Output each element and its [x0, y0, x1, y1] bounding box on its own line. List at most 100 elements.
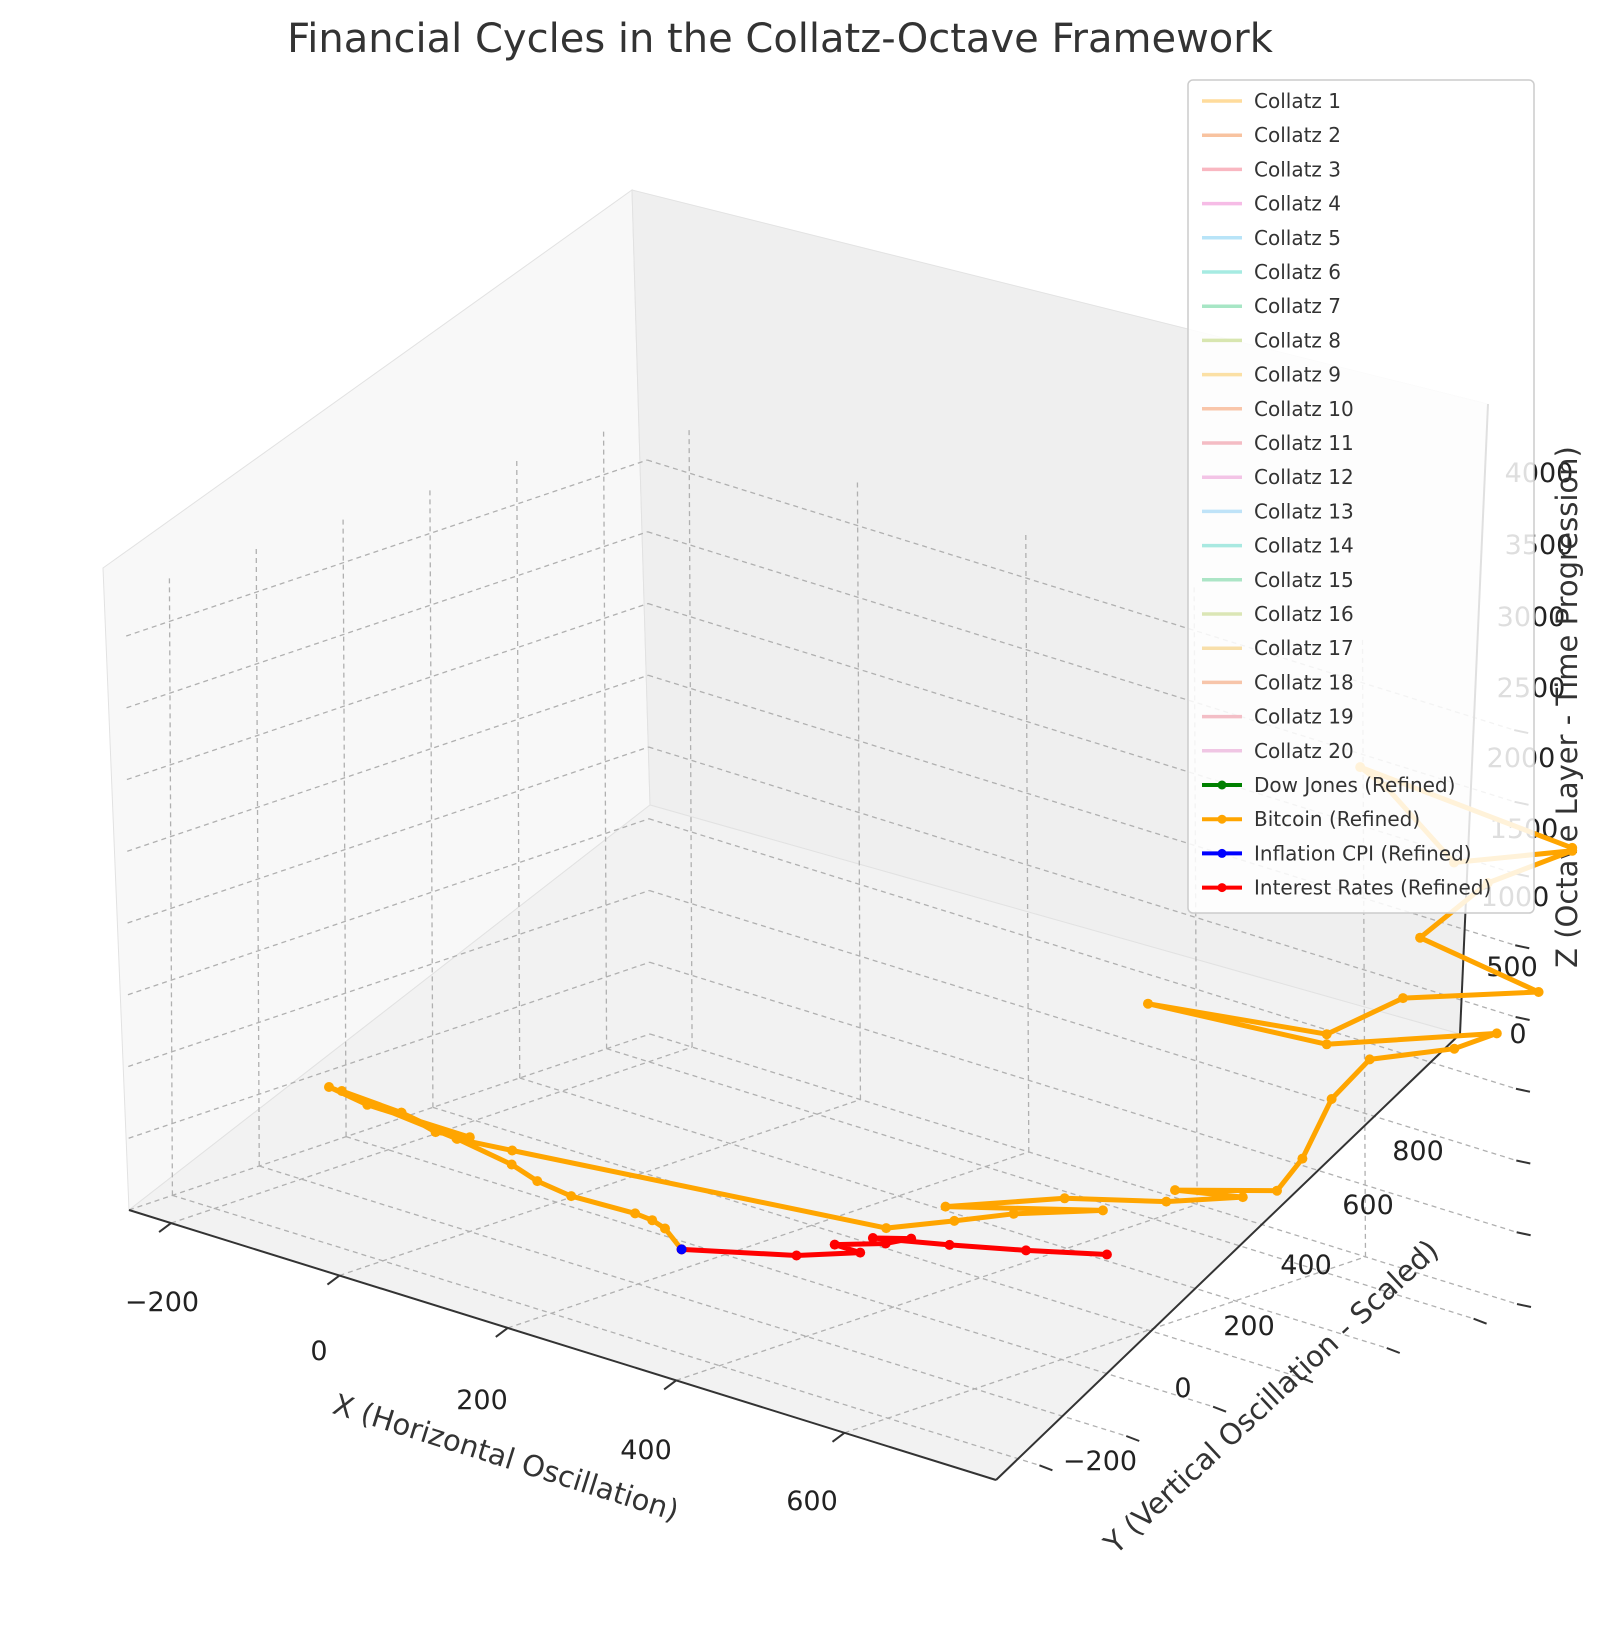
y-tick-label: 600 — [1342, 1190, 1394, 1221]
series-point-bitcoin-refined — [452, 1133, 463, 1144]
series-point-interest-rates-refined — [855, 1247, 866, 1258]
grid-line-y-floor — [345, 1136, 1214, 1408]
legend-entry: Collatz 14 — [1202, 534, 1354, 558]
legend-label: Dow Jones (Refined) — [1254, 773, 1455, 797]
y-tick-mark — [1299, 1376, 1314, 1384]
legend-entry: Dow Jones (Refined) — [1202, 773, 1455, 797]
series-point-interest-rates-refined — [1021, 1245, 1031, 1256]
x-axis-line — [128, 1209, 997, 1481]
x-tick-mark — [158, 1222, 172, 1233]
legend-entry: Collatz 11 — [1202, 431, 1354, 455]
legend-label: Collatz 19 — [1254, 705, 1354, 729]
legend-label: Collatz 11 — [1254, 431, 1354, 455]
series-point-bitcoin-refined — [324, 1082, 334, 1092]
grid-line-y-floor — [259, 1165, 1127, 1437]
legend-label: Interest Rates (Refined) — [1254, 876, 1491, 900]
grid-line-y-floor — [519, 1077, 1387, 1349]
grid-line-y-left — [255, 548, 260, 1167]
grid-line-x-back — [688, 430, 693, 1048]
grid-line-z-left — [127, 746, 649, 924]
series-point-bitcoin-refined — [1161, 1196, 1172, 1207]
y-tick-label: 0 — [1174, 1373, 1191, 1404]
series-point-bitcoin-refined — [1321, 1039, 1332, 1050]
legend-entry: Collatz 1 — [1202, 89, 1341, 113]
y-tick-label: 800 — [1392, 1136, 1444, 1167]
grid-line-x-floor — [170, 1046, 693, 1224]
series-point-interest-rates-refined — [944, 1239, 955, 1250]
grid-line-y-floor — [172, 1194, 1040, 1466]
grid-line-z-back — [649, 1033, 1518, 1305]
y-axis-line — [995, 1033, 1461, 1481]
z-tick-mark — [1515, 944, 1530, 950]
grid-line-x-floor — [675, 1203, 1198, 1382]
series-point-bitcoin-refined — [566, 1191, 577, 1202]
legend-label: Collatz 14 — [1254, 534, 1354, 558]
y-tick-label: 400 — [1280, 1250, 1332, 1281]
z-tick-mark — [1515, 1016, 1530, 1022]
y-tick-mark — [1473, 1317, 1487, 1325]
legend-label: Collatz 20 — [1254, 739, 1354, 763]
legend-entry: Collatz 17 — [1202, 636, 1354, 660]
series-point-interest-rates-refined — [791, 1250, 802, 1261]
grid-line-y-floor — [606, 1048, 1474, 1320]
series-point-interest-rates-refined — [880, 1238, 891, 1249]
chart-title: Financial Cycles in the Collatz-Octave F… — [287, 16, 1274, 62]
x-tick-label: 400 — [620, 1435, 672, 1466]
legend-entry: Collatz 16 — [1202, 602, 1354, 626]
grid-line-x-floor — [844, 1256, 1366, 1434]
y-tick-mark — [1125, 1435, 1140, 1442]
y-tick-labels: −200 0 200 400 600 800 — [1063, 1136, 1444, 1477]
grid-line-z-back — [649, 961, 1517, 1233]
series-point-interest-rates-refined — [867, 1233, 878, 1243]
grid-line-x-floor — [507, 1151, 1029, 1329]
legend-label: Collatz 15 — [1254, 568, 1354, 592]
series-point-bitcoin-refined — [1170, 1185, 1180, 1196]
grid-line-z-left — [126, 531, 648, 709]
x-tick-label: 600 — [786, 1486, 838, 1517]
y-tick-label: 200 — [1223, 1311, 1275, 1342]
z-tick-mark — [1515, 1087, 1531, 1093]
legend-entry: Collatz 3 — [1202, 157, 1341, 181]
legend-label: Collatz 8 — [1254, 328, 1341, 352]
legend-entry: Collatz 9 — [1202, 363, 1341, 387]
series-point-bitcoin-refined — [362, 1099, 373, 1110]
legend-entry: Collatz 19 — [1202, 705, 1354, 729]
series-point-bitcoin-refined — [1449, 1043, 1460, 1054]
x-tick-label: −200 — [125, 1287, 199, 1318]
series-point-bitcoin-refined — [430, 1127, 441, 1138]
grid-line-x-back — [856, 482, 862, 1100]
legend-label: Bitcoin (Refined) — [1254, 807, 1420, 831]
legend-entry: Collatz 20 — [1202, 739, 1354, 763]
series-point-bitcoin-refined — [1398, 993, 1408, 1004]
series-point-bitcoin-refined — [464, 1132, 475, 1143]
series-point-bitcoin-refined — [396, 1107, 407, 1118]
legend: Collatz 1 Collatz 2 Collatz 3 Collatz 4 Coll… — [1187, 79, 1535, 914]
legend-entry: Collatz 10 — [1202, 397, 1354, 421]
legend-frame — [1187, 79, 1535, 914]
series-point-bitcoin-refined — [532, 1176, 543, 1187]
legend-label: Collatz 18 — [1254, 670, 1354, 694]
series-point-bitcoin-refined — [1326, 1094, 1337, 1104]
legend-label: Collatz 5 — [1254, 226, 1341, 250]
legend-label: Collatz 9 — [1254, 363, 1341, 387]
series-layer — [324, 762, 1578, 1261]
series-point-bitcoin-refined — [1533, 987, 1544, 997]
series-point-bitcoin-refined — [1008, 1208, 1019, 1219]
series-point-interest-rates-refined — [829, 1239, 840, 1250]
x-tick-mark — [663, 1379, 677, 1391]
legend-entry: Collatz 7 — [1202, 294, 1341, 318]
series-point-bitcoin-refined — [1491, 1028, 1502, 1039]
legend-entry: Bitcoin (Refined) — [1202, 807, 1420, 831]
series-line-bitcoin-refined — [326, 764, 1575, 1252]
legend-marker — [1217, 848, 1227, 858]
series-point-bitcoin-refined — [1272, 1185, 1282, 1196]
series-point-bitcoin-refined — [1143, 998, 1153, 1009]
legend-label: Collatz 17 — [1254, 636, 1354, 660]
series-point-bitcoin-refined — [1059, 1193, 1070, 1204]
axis-panes — [102, 189, 1489, 1481]
series-point-interest-rates-refined — [906, 1233, 917, 1244]
grid-line-y-left — [342, 519, 347, 1137]
x-tick-labels: −200 0 200 400 600 — [125, 1287, 838, 1517]
y-tick-mark — [1039, 1464, 1053, 1472]
series-point-bitcoin-refined — [1321, 1029, 1332, 1040]
